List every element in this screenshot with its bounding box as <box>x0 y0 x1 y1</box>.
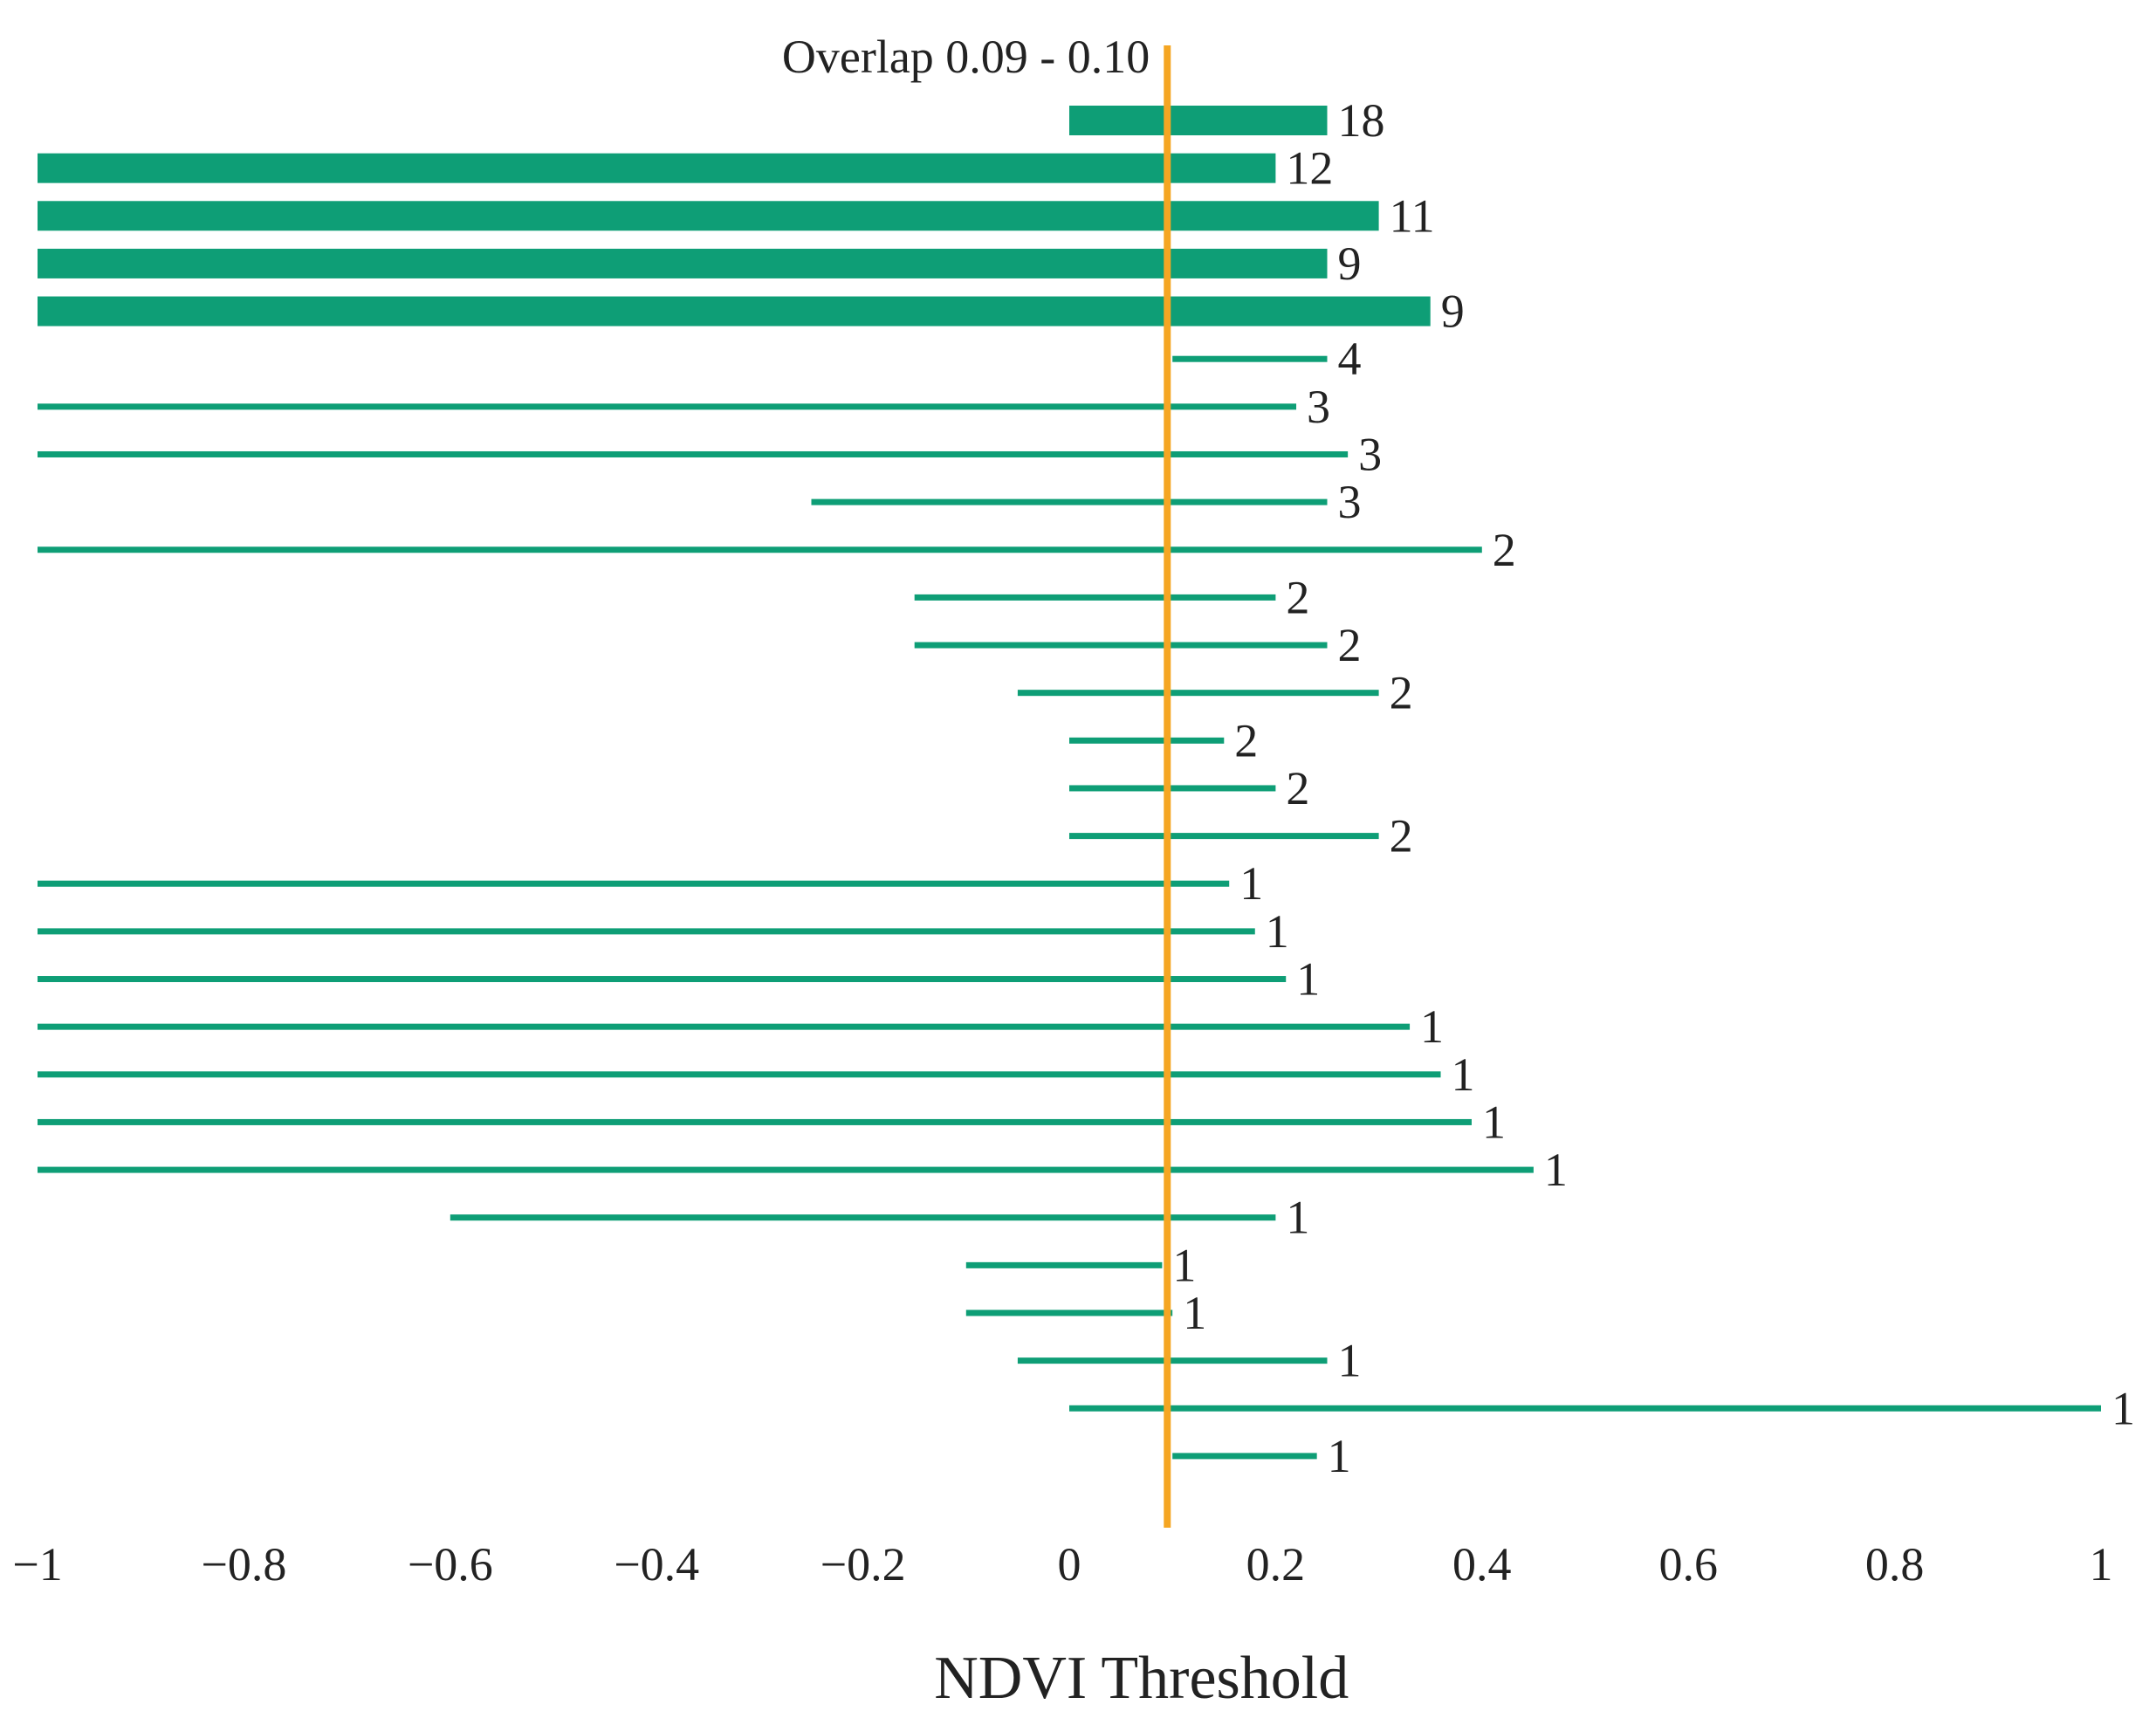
range-count-label: 2 <box>1493 524 1516 576</box>
range-bar <box>965 1309 1173 1316</box>
range-count-label: 2 <box>1390 810 1413 862</box>
range-bar <box>1017 1357 1328 1364</box>
range-count-label: 18 <box>1338 94 1385 147</box>
range-count-label: 1 <box>1328 1430 1351 1482</box>
range-bar <box>38 546 1482 553</box>
range-bar <box>38 248 1328 278</box>
range-count-label: 3 <box>1338 476 1362 528</box>
range-count-label: 4 <box>1338 333 1362 385</box>
x-tick-label: −0.2 <box>821 1538 906 1591</box>
range-count-label: 1 <box>1296 953 1320 1006</box>
range-count-label: 9 <box>1338 237 1362 290</box>
range-bar <box>1069 106 1328 135</box>
range-count-label: 3 <box>1358 428 1382 480</box>
range-bar <box>1172 1453 1317 1460</box>
range-count-label: 1 <box>1420 1000 1444 1053</box>
x-axis-tick-labels: −1 −0.8 −0.6 −0.4 −0.2 0 0.2 0.4 0.6 0.8 1 <box>12 1538 2112 1591</box>
range-bar <box>38 1023 1411 1030</box>
range-count-label: 1 <box>1172 1239 1196 1291</box>
range-count-label: 11 <box>1390 189 1435 242</box>
range-count-label: 1 <box>1183 1287 1206 1339</box>
range-bar <box>1172 355 1328 362</box>
range-count-label: 1 <box>1286 1192 1309 1244</box>
x-tick-label: −0.6 <box>408 1538 493 1591</box>
range-count-label: 1 <box>1266 905 1289 958</box>
range-bar <box>38 928 1255 935</box>
x-tick-label: 1 <box>2090 1538 2113 1591</box>
range-count-label: 1 <box>1544 1144 1568 1196</box>
x-tick-label: 0.8 <box>1865 1538 1925 1591</box>
range-bar <box>38 880 1230 887</box>
range-bar <box>38 1118 1472 1125</box>
range-bar <box>811 498 1328 505</box>
range-bar <box>1069 1405 2101 1412</box>
x-tick-label: 0 <box>1058 1538 1081 1591</box>
range-bars <box>38 106 2101 1460</box>
range-count-label: 2 <box>1390 667 1413 719</box>
range-bar <box>38 450 1349 457</box>
range-bar <box>38 976 1287 983</box>
x-axis-title: NDVI Threshold <box>934 1645 1349 1712</box>
range-bar <box>1069 737 1225 744</box>
range-bar <box>38 403 1297 410</box>
range-count-label: 2 <box>1286 571 1309 623</box>
range-count-label: 1 <box>1338 1335 1362 1387</box>
range-bar <box>38 1071 1441 1078</box>
range-count-label: 1 <box>2111 1382 2135 1434</box>
x-tick-label: −0.8 <box>201 1538 286 1591</box>
range-count-label: 1 <box>1239 857 1263 910</box>
range-count-label: 1 <box>1482 1096 1506 1148</box>
x-tick-label: 0.2 <box>1246 1538 1306 1591</box>
range-count-label: 3 <box>1307 381 1330 433</box>
range-bar <box>450 1214 1276 1221</box>
range-count-label: 9 <box>1441 285 1465 338</box>
x-tick-label: 0.4 <box>1452 1538 1512 1591</box>
x-tick-label: 0.6 <box>1658 1538 1718 1591</box>
range-count-label: 12 <box>1286 142 1333 195</box>
range-bar <box>38 153 1276 183</box>
range-bar <box>38 296 1431 326</box>
range-count-label: 2 <box>1234 714 1258 766</box>
range-count-label: 2 <box>1338 619 1362 671</box>
x-tick-label: −0.4 <box>614 1538 699 1591</box>
overlap-label: Overlap 0.09 - 0.10 <box>782 31 1150 83</box>
range-count-label: 1 <box>1452 1048 1475 1101</box>
range-bar <box>1017 690 1379 697</box>
x-tick-label: −1 <box>12 1538 62 1591</box>
range-bar <box>914 642 1328 649</box>
range-bar <box>1069 785 1276 792</box>
range-bar <box>1069 833 1379 840</box>
range-bar <box>914 594 1276 601</box>
range-bar <box>965 1261 1163 1268</box>
range-bar <box>38 1166 1534 1173</box>
range-count-label: 2 <box>1286 762 1309 814</box>
range-bar <box>38 201 1379 231</box>
